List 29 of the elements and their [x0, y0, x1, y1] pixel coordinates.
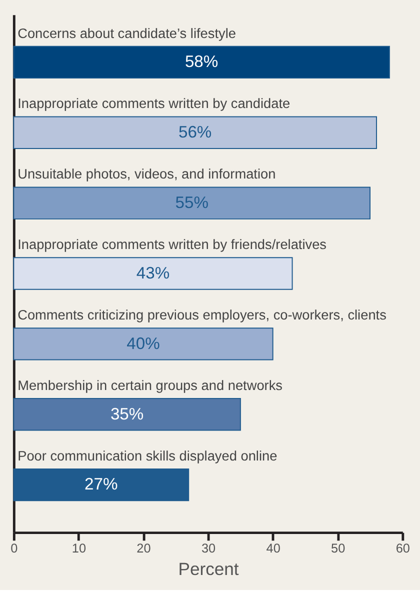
x-tick-label: 0 [10, 541, 18, 556]
x-tick-label: 30 [201, 541, 216, 556]
y-tick-label: Inappropriate comments written by candidate [18, 96, 290, 112]
x-tick-label: 50 [331, 541, 346, 556]
x-tick-label: 20 [136, 541, 151, 556]
data-label: 27% [84, 474, 118, 494]
bar [13, 328, 274, 360]
data-label: 58% [184, 52, 218, 72]
x-axis-title: Percent [178, 558, 239, 579]
y-tick-label: Inappropriate comments written by friends/relatives [18, 237, 327, 252]
y-tick-label: Concerns about candidate’s lifestyle [18, 26, 236, 41]
bar [13, 257, 293, 290]
data-label: 56% [178, 122, 212, 142]
bar [13, 468, 190, 502]
y-tick-label: Poor communication skills displayed online [18, 448, 278, 464]
data-label: 43% [136, 263, 170, 282]
data-label: 40% [126, 334, 160, 353]
data-label: 55% [175, 192, 209, 212]
x-tick-label: 10 [72, 541, 86, 556]
bar [13, 46, 390, 79]
bar [13, 398, 241, 431]
data-label: 35% [110, 404, 144, 424]
y-tick-label: Unsuitable photos, videos, and information [18, 166, 276, 182]
y-tick-label: Comments criticizing previous employers, co-workers, clients [18, 307, 387, 322]
x-tick-label: 40 [266, 541, 280, 556]
bar [13, 186, 371, 220]
x-tick-label: 60 [396, 541, 410, 556]
y-tick-label: Membership in certain groups and networks [18, 378, 283, 393]
bar [13, 116, 377, 149]
